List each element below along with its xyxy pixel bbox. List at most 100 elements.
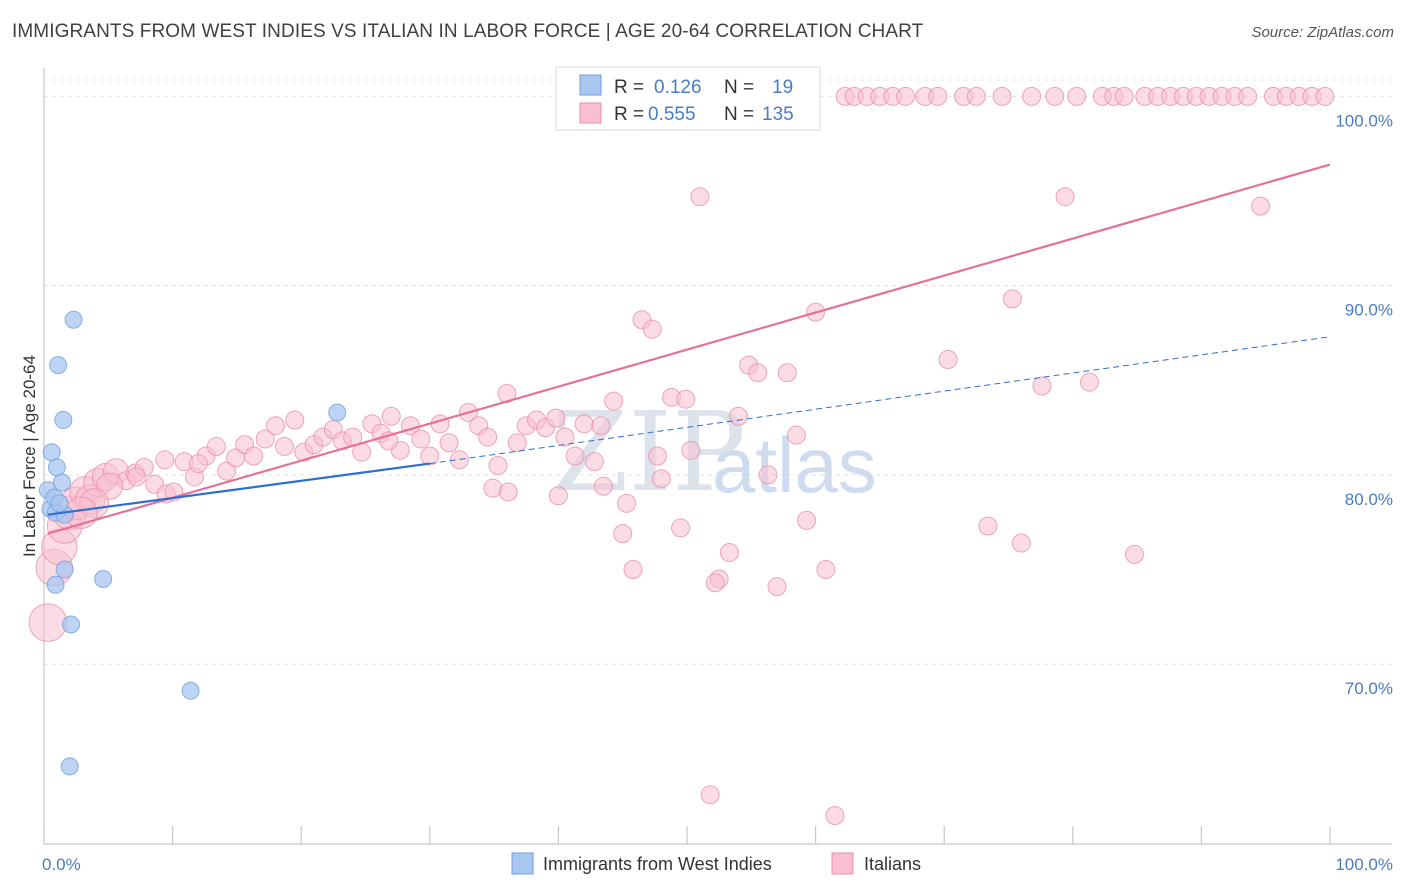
point-west-indies [47, 458, 66, 477]
legend-n-value-2: 135 [762, 104, 794, 125]
point-italians [1002, 289, 1022, 309]
point-italians [1022, 86, 1042, 106]
point-italians [1238, 86, 1258, 106]
point-west-indies [54, 411, 73, 430]
point-italians [206, 437, 226, 457]
point-italians [1032, 376, 1052, 396]
y-tick-label: 90.0% [1345, 301, 1393, 320]
legend-r-value-2: 0.555 [648, 104, 696, 125]
point-italians [255, 429, 275, 449]
point-italians [565, 446, 585, 466]
point-italians [1315, 86, 1335, 106]
point-italians [593, 476, 613, 496]
trend-lines [47, 163, 1331, 535]
bottom-legend-label-west-indies: Immigrants from West Indies [543, 854, 772, 874]
point-italians [758, 465, 778, 485]
x-tick-label-min: 0.0% [42, 855, 81, 874]
point-italians [1080, 372, 1100, 392]
point-italians [604, 391, 624, 411]
point-west-indies [60, 757, 79, 776]
point-italians [728, 406, 748, 426]
point-italians [1011, 533, 1031, 553]
y-tick-label: 70.0% [1345, 679, 1393, 698]
y-tick-label: 100.0% [1335, 111, 1393, 130]
point-italians [127, 467, 147, 487]
point-italians [978, 516, 998, 536]
legend-r-label-2: R = [614, 104, 644, 125]
y-tick-label: 80.0% [1345, 490, 1393, 509]
bottom-legend-label-italians: Italians [864, 854, 921, 874]
point-italians [274, 437, 294, 457]
point-west-indies [50, 494, 69, 513]
point-italians [671, 518, 691, 538]
trend-line-italians [47, 163, 1331, 535]
point-italians [574, 414, 594, 434]
point-west-indies [328, 403, 347, 422]
point-italians [1067, 86, 1087, 106]
point-italians [896, 86, 916, 106]
legend-r-value-1: 0.126 [654, 77, 702, 98]
point-italians [681, 440, 701, 460]
point-italians [244, 446, 264, 466]
point-italians [825, 806, 845, 826]
point-italians [217, 461, 237, 481]
point-italians [992, 86, 1012, 106]
point-italians [623, 560, 643, 580]
point-italians [647, 446, 667, 466]
point-italians [1114, 86, 1134, 106]
y-tick-labels: 70.0% 80.0% 90.0% 100.0% [1335, 111, 1393, 698]
point-italians [613, 524, 633, 544]
point-italians [642, 319, 662, 339]
legend-n-value-1: 19 [772, 77, 793, 98]
point-west-indies [62, 615, 81, 634]
y-axis-label: In Labor Force | Age 20-64 [20, 355, 39, 557]
trend-line-west-indies-extension [429, 336, 1331, 465]
trend-line-west-indies [47, 462, 430, 516]
point-italians [816, 560, 836, 580]
point-italians [690, 187, 710, 207]
point-italians [700, 785, 720, 805]
point-italians [449, 450, 469, 470]
point-west-indies [94, 570, 113, 589]
point-italians [188, 454, 208, 474]
point-italians [767, 577, 787, 597]
point-west-indies [49, 356, 68, 375]
point-italians [797, 510, 817, 530]
point-italians [381, 406, 401, 426]
chart-title: IMMIGRANTS FROM WEST INDIES VS ITALIAN I… [12, 21, 924, 42]
point-italians [651, 469, 671, 489]
bottom-legend-swatch-italians [831, 852, 854, 875]
legend-swatch-west-indies [579, 74, 602, 96]
point-italians [155, 450, 175, 470]
point-italians [928, 86, 948, 106]
point-italians [1045, 86, 1065, 106]
point-italians [28, 603, 68, 642]
point-italians [719, 543, 739, 563]
point-italians [786, 425, 806, 445]
point-italians [285, 410, 305, 430]
legend-n-label-2: N = [724, 104, 754, 125]
point-italians [546, 408, 566, 428]
point-italians [411, 429, 431, 449]
point-west-indies [64, 310, 83, 329]
point-italians [1055, 187, 1075, 207]
point-italians [548, 486, 568, 506]
point-italians [617, 493, 637, 513]
source-note: Source: ZipAtlas.com [1251, 24, 1394, 41]
point-west-indies [55, 560, 74, 579]
correlation-legend: R = 0.126 N = 19 R = 0.555 N = 135 [555, 66, 821, 131]
point-italians [705, 573, 725, 593]
point-italians [676, 389, 696, 409]
point-italians [777, 363, 797, 383]
legend-r-label-1: R = [614, 77, 644, 98]
point-italians [584, 452, 604, 472]
point-italians [478, 427, 498, 447]
point-italians [488, 455, 508, 475]
point-italians [591, 416, 611, 436]
legend-swatch-italians [579, 102, 602, 124]
point-italians [938, 349, 958, 369]
series-legend: Immigrants from West Indies Italians [511, 852, 921, 875]
point-italians [498, 482, 518, 502]
point-west-indies [53, 473, 72, 492]
